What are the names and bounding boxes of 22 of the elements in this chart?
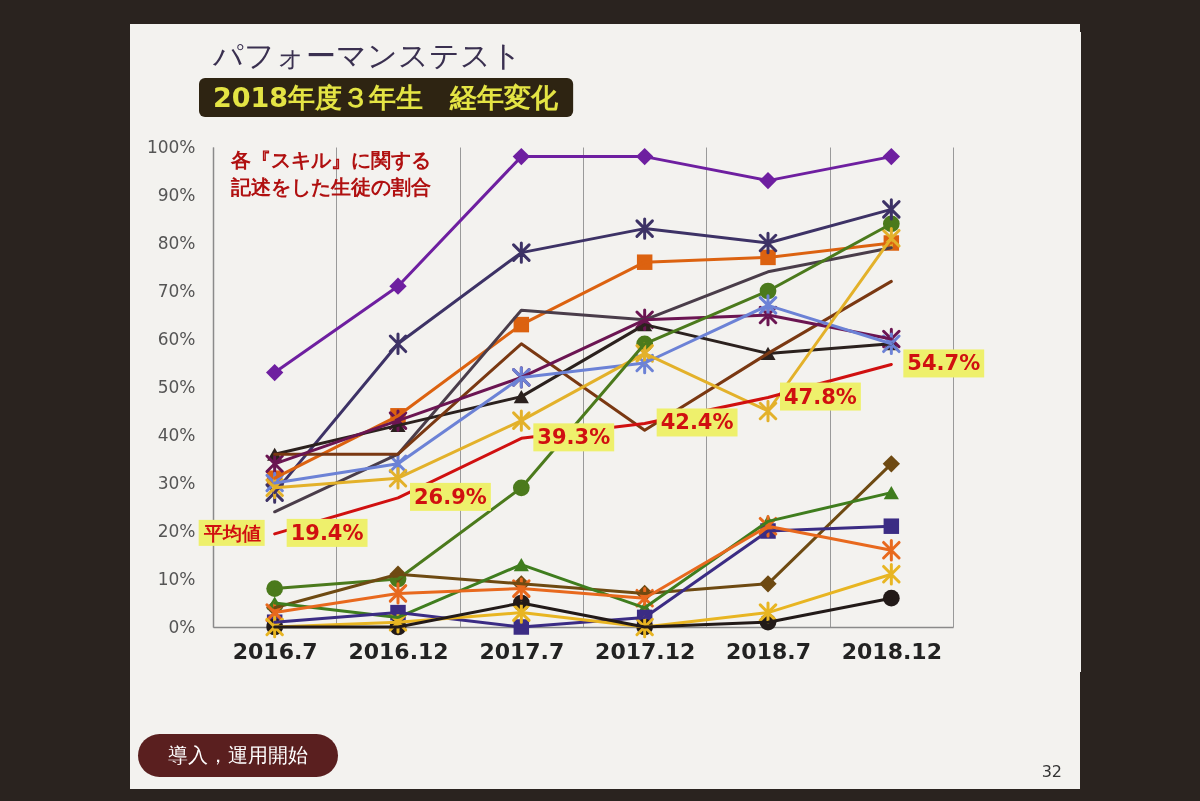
y-tick-label: 100%	[146, 136, 196, 157]
y-tick-label: 30%	[157, 472, 196, 493]
x-tick-label: 2017.7	[479, 638, 565, 664]
x-tick-label: 2016.12	[348, 638, 449, 664]
y-tick-label: 40%	[157, 424, 196, 445]
y-tick-label: 10%	[157, 568, 196, 589]
y-tick-label: 90%	[157, 184, 196, 205]
x-tick-label: 2017.12	[595, 638, 696, 664]
x-tick-label: 2016.7	[232, 638, 318, 664]
annotation: 各『スキル』に関する記述をした生徒の割合	[231, 147, 432, 201]
chart-subtitle: 2018年度３年生 経年変化	[213, 82, 560, 113]
y-tick-label: 20%	[157, 520, 196, 541]
y-tick-label: 70%	[157, 280, 196, 301]
x-tick-label: 2018.7	[726, 638, 811, 664]
chart-title: パフォーマンステスト	[212, 38, 522, 73]
y-tick-label: 60%	[157, 328, 196, 349]
x-tick-label: 2018.12	[841, 638, 942, 664]
y-tick-label: 80%	[157, 232, 196, 253]
y-tick-label: 50%	[157, 376, 196, 397]
text: 導入，運用開始	[138, 734, 338, 777]
y-tick-label: 0%	[168, 616, 196, 637]
text: 32	[1041, 762, 1062, 781]
